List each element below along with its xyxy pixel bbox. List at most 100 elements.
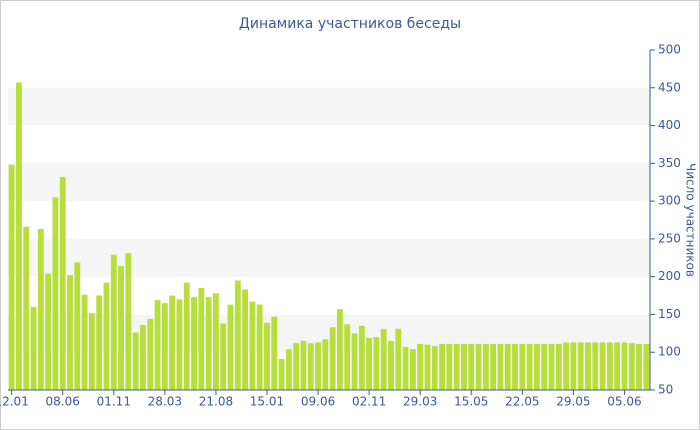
bar <box>300 340 307 390</box>
bar <box>337 309 343 390</box>
chart-title: Динамика участников беседы <box>239 16 461 32</box>
bar <box>213 293 219 390</box>
bar <box>373 337 380 390</box>
y-tick-label: 500 <box>658 43 681 57</box>
x-tick-label: 02.11 <box>352 395 386 409</box>
y-tick-label: 150 <box>658 307 681 321</box>
bar <box>59 176 66 390</box>
bar <box>482 343 489 390</box>
x-tick-label: 12.01 <box>0 395 29 409</box>
bar <box>585 342 591 390</box>
bar <box>103 282 110 390</box>
y-tick-label: 350 <box>658 156 681 170</box>
x-tick-label: 21.08 <box>199 395 233 409</box>
bar <box>570 342 577 390</box>
bar <box>81 294 88 390</box>
bar <box>453 343 460 390</box>
bar <box>614 342 621 390</box>
x-tick-label: 01.11 <box>97 395 131 409</box>
bar <box>563 342 570 390</box>
bar <box>366 337 373 390</box>
y-tick-label: 450 <box>658 80 681 94</box>
bar <box>395 328 402 390</box>
bar <box>344 324 351 390</box>
bar <box>315 342 321 390</box>
bar <box>497 343 504 390</box>
bar <box>154 300 161 390</box>
bar <box>446 343 453 390</box>
bar <box>271 316 278 390</box>
bar <box>577 342 584 390</box>
bar <box>52 197 59 390</box>
bar <box>264 322 270 390</box>
bar <box>205 297 212 390</box>
bar <box>417 343 424 390</box>
bar <box>278 359 285 390</box>
bar <box>592 342 599 390</box>
bar <box>227 304 234 390</box>
x-tick-label: 29.03 <box>403 395 437 409</box>
x-tick-label: 05.06 <box>607 395 641 409</box>
bar <box>161 303 168 390</box>
y-tick-label: 50 <box>658 383 673 397</box>
bar <box>256 304 263 390</box>
bar <box>534 343 540 390</box>
x-tick-label: 15.05 <box>454 395 488 409</box>
bar <box>307 343 314 390</box>
bar <box>439 343 445 390</box>
bar <box>541 343 548 390</box>
bar <box>468 343 475 390</box>
bar <box>249 301 256 390</box>
bar <box>198 288 205 390</box>
bar <box>402 346 409 390</box>
bar <box>37 229 44 390</box>
bar <box>628 343 635 390</box>
bar <box>409 349 416 390</box>
bar <box>67 275 73 390</box>
bar <box>191 297 197 390</box>
x-tick-label: 29.05 <box>556 395 590 409</box>
bar <box>74 262 81 390</box>
y-tick-label: 250 <box>658 231 681 245</box>
bar <box>599 342 606 390</box>
bar <box>16 82 22 390</box>
bar <box>110 254 117 390</box>
bar <box>643 343 650 390</box>
bar <box>169 295 176 390</box>
bar <box>636 343 642 390</box>
bar <box>96 295 103 390</box>
bar <box>234 280 241 390</box>
bar <box>147 318 154 390</box>
bar <box>329 327 336 390</box>
bar <box>504 343 511 390</box>
bar <box>490 343 497 390</box>
bar <box>519 343 526 390</box>
bar <box>461 343 467 390</box>
bar <box>293 343 300 390</box>
x-tick-label: 15.01 <box>250 395 284 409</box>
bar <box>220 323 227 390</box>
bar <box>45 273 52 390</box>
bar <box>183 282 190 390</box>
bar <box>548 343 555 390</box>
bar <box>606 342 613 390</box>
y-tick-label: 400 <box>658 118 681 132</box>
bar <box>351 333 358 390</box>
y-tick-label: 100 <box>658 345 681 359</box>
x-tick-label: 22.05 <box>505 395 539 409</box>
bar <box>8 164 15 390</box>
bar <box>424 344 431 390</box>
y-tick-label: 300 <box>658 194 681 208</box>
bar <box>23 226 30 390</box>
x-tick-label: 09.06 <box>301 395 335 409</box>
bar <box>176 299 183 390</box>
bar <box>132 332 139 390</box>
bar <box>388 340 394 390</box>
bar <box>118 266 124 390</box>
x-tick-label: 08.06 <box>46 395 80 409</box>
bar <box>431 346 438 390</box>
grid-band <box>8 238 650 277</box>
bar <box>555 343 562 390</box>
x-tick-label: 28.03 <box>148 395 182 409</box>
